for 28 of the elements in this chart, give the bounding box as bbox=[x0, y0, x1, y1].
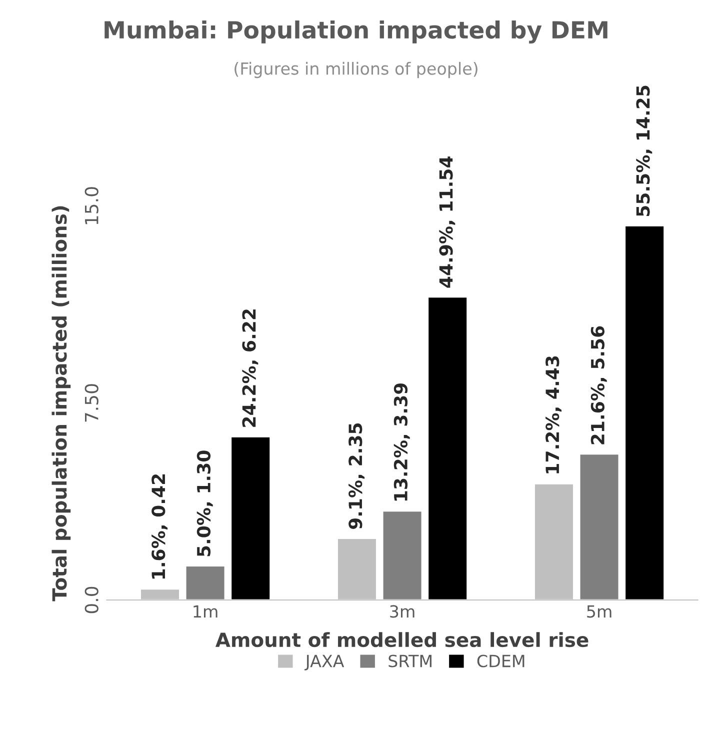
y-tick-label: 7.50 bbox=[84, 384, 98, 422]
bar bbox=[578, 453, 620, 600]
data-label: 9.1%, 2.35 bbox=[348, 423, 365, 530]
data-label: 21.6%, 5.56 bbox=[590, 326, 607, 444]
data-label: 5.0%, 1.30 bbox=[196, 450, 213, 556]
bar bbox=[427, 296, 468, 600]
x-tick-label: 5m bbox=[587, 605, 612, 618]
data-label: 24.2%, 6.22 bbox=[242, 310, 258, 427]
data-label: 55.5%, 14.25 bbox=[636, 86, 652, 216]
bar bbox=[184, 565, 226, 600]
bar bbox=[230, 436, 271, 600]
legend-label: CDEM bbox=[477, 654, 524, 668]
data-label: 1.6%, 0.42 bbox=[152, 474, 168, 579]
chart-title: Mumbai: Population impacted by DEM bbox=[104, 20, 608, 44]
chart-subtitle: (Figures in millions of people) bbox=[234, 62, 478, 78]
bar bbox=[624, 225, 665, 600]
data-label: 44.9%, 11.54 bbox=[439, 156, 456, 288]
data-label: 13.2%, 3.39 bbox=[394, 383, 410, 501]
legend-label: JAXA bbox=[304, 654, 344, 670]
y-tick-label: 0.0 bbox=[84, 586, 98, 614]
y-tick-label: 15.0 bbox=[84, 187, 98, 224]
x-tick-label: 1m bbox=[194, 605, 218, 618]
x-axis-title: Amount of modelled sea level rise bbox=[215, 632, 588, 648]
legend-label: SRTM bbox=[388, 654, 432, 668]
bar bbox=[382, 510, 423, 600]
y-axis-title: Total population impacted (millions) bbox=[52, 206, 71, 602]
data-label: 17.2%, 4.43 bbox=[546, 356, 562, 474]
x-tick-label: 3m bbox=[390, 605, 414, 618]
